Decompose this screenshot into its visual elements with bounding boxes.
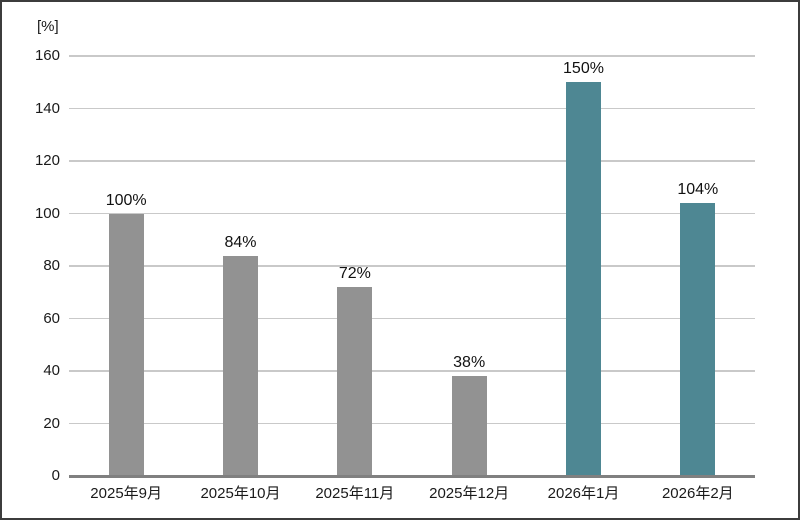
x-category-label: 2025年10月 <box>200 485 281 502</box>
x-axis-line <box>69 474 755 478</box>
bar-value-label: 100% <box>105 191 147 209</box>
y-axis-unit-label: [%] <box>37 18 59 35</box>
y-tick-label: 140 <box>34 99 60 117</box>
y-tick-label: 40 <box>43 362 60 379</box>
y-tick-label: 80 <box>43 257 60 274</box>
x-category-label: 2025年12月 <box>429 485 510 502</box>
bar <box>680 203 716 476</box>
gridline <box>69 370 755 372</box>
gridline <box>69 55 755 57</box>
gridline <box>69 212 755 215</box>
plot-area: 100% 84% 72% 38% 150% 104% <box>69 55 755 478</box>
y-tick-label: 0 <box>51 467 60 484</box>
y-tick-label: 160 <box>34 47 60 64</box>
gridline <box>69 160 755 162</box>
x-category-label: 2025年9月 <box>90 485 163 502</box>
gridline <box>69 317 755 320</box>
bar <box>451 376 487 476</box>
x-category-label: 2026年1月 <box>547 485 620 502</box>
y-tick-label: 20 <box>43 414 60 432</box>
x-category-label: 2025年11月 <box>315 485 395 502</box>
bar-value-label: 72% <box>338 265 371 282</box>
y-tick-label: 120 <box>34 152 60 169</box>
bar-value-label: 84% <box>224 233 257 251</box>
x-category-label: 2026年2月 <box>661 485 734 502</box>
y-tick-label: 100 <box>34 204 60 222</box>
gridline <box>69 107 755 110</box>
bar-value-label: 104% <box>677 181 719 198</box>
y-tick-label: 60 <box>43 309 60 327</box>
bar <box>566 82 601 476</box>
bar <box>337 287 373 476</box>
bar-value-label: 150% <box>563 60 604 78</box>
bar <box>223 255 258 476</box>
gridline <box>69 422 755 425</box>
bar-value-label: 38% <box>453 354 486 372</box>
bar <box>108 213 144 476</box>
gridline <box>69 265 755 267</box>
